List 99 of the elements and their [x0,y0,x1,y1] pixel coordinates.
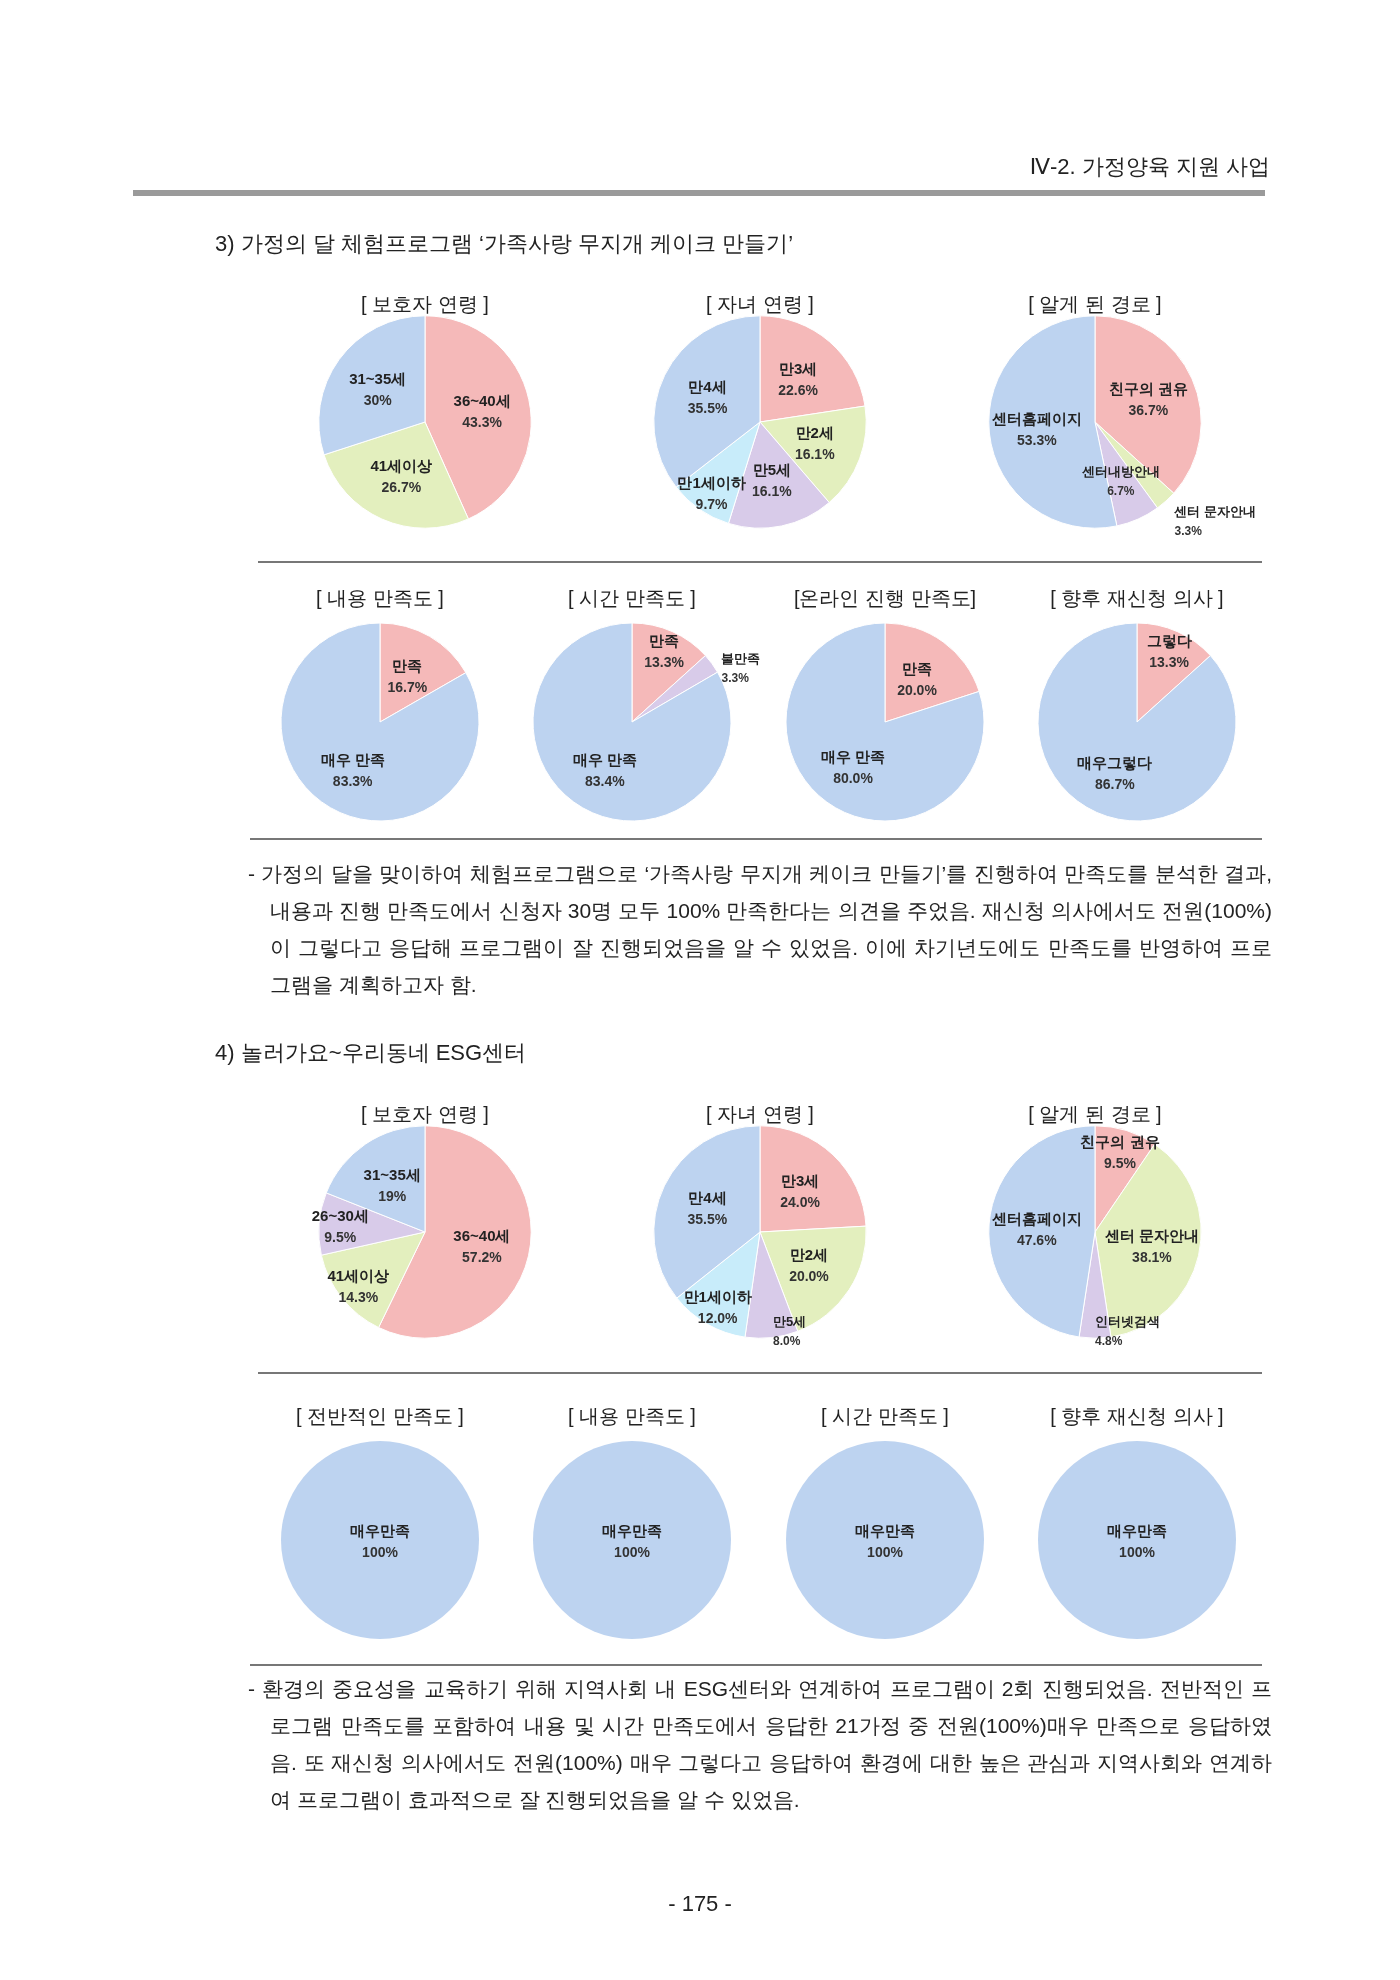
slice-label: 36~40세 [453,1227,511,1245]
data-label: 20.0% [897,681,938,698]
chart-title: [ 보호자 연령 ] [360,292,490,317]
data-label: 100% [614,1544,651,1560]
data-label: 20.0% [789,1267,830,1284]
text: Ⅳ-2. 가정양육 지원 사업 [1028,153,1270,181]
slice-label: 만1세이하 [683,1287,752,1305]
slice-label: 불만족 [721,650,761,666]
data-label: 35.5% [687,1210,728,1227]
data-label: 4.8% [1095,1334,1123,1349]
slice-label: 매우만족 [602,1522,662,1539]
chart-title: [ 알게 된 경로 ] [1027,292,1163,317]
slice-label: 만족 [649,631,680,649]
data-label: 36.7% [1128,402,1169,419]
slice-label: 36~40세 [453,391,511,409]
chart-title: [ 알게 된 경로 ] [1027,1102,1163,1127]
data-label: 13.3% [1149,653,1190,670]
data-label: 9.7% [695,495,729,512]
slice-label: 만4세 [688,1188,727,1206]
slice-label: 센터홈페이지 [991,410,1082,428]
slice-label: 31~35세 [363,1165,421,1183]
data-label: 22.6% [778,381,819,398]
data-label: 35.5% [687,400,728,417]
slice-label: 센터내방안내 [1081,464,1160,480]
slice-label: 만족 [392,656,423,674]
chart-title: [ 자녀 연령 ] [705,1102,815,1127]
slice-label: 매우 만족 [820,748,886,766]
slice-label: 그렇다 [1146,631,1192,649]
data-label: 8.0% [773,1334,801,1349]
pie-slice [785,622,985,822]
data-label: 38.1% [1132,1248,1173,1265]
slice-label: 만2세 [795,424,834,442]
slice-label: 친구의 권유 [1080,1132,1160,1150]
data-label: 9.5% [324,1229,357,1246]
slice-label: 센터 문자안내 [1104,1226,1200,1244]
slice-label: 41세이상 [370,457,433,475]
data-label: 13.3% [644,653,685,670]
text: - 가정의 달을 맞이하여 체험프로그램으로 ‘가족사랑 무지개 케이크 만들기’를 진행하여 만족도를 분석한 결과, 내용과 진행 만족도에서 신청자 30명 모두 100% 만족한다는 의견을 주었음. 재신청 의사에서도 전원(100%)이 그렇다고 응답해 프로그램이 잘 진행되었음을 알 수 있었음. 이에 차기년도에도 만족도를 반영하여 프로그램을 계획하고자 함. [248,861,1272,998]
data-label: 14.3% [338,1288,379,1305]
data-label: 9.5% [1104,1154,1137,1171]
slice-label: 매우 만족 [320,751,385,769]
text: - 환경의 중요성을 교육하기 위해 지역사회 내 ESG센터와 연계하여 프로그램이 2회 진행되었음. 전반적인 프로그램 만족도를 포함하여 내용 및 시간 만족도에서 응답한 21가정 중 전원(100%)매우 만족으로 응답하였음. 또 재신청 의사에서도 전원(100%) 매우 그렇다고 응답하여 환경에 대한 높은 관심과 지역사회와 연계하여 프로그램이 효과적으로 잘 진행되었음을 알 수 있었음. [248,1676,1273,1813]
data-label: 19% [378,1187,407,1204]
pie-slice [280,622,480,822]
pie-slice [1037,622,1237,822]
chart-title: [ 자녀 연령 ] [705,292,815,317]
slice-label: 매우만족 [1107,1522,1167,1539]
chart-title: [ 향후 재신청 의사 ] [1050,587,1224,609]
data-label: 30% [363,391,393,408]
data-label: 83.4% [585,773,626,790]
slice-label: 매우 만족 [572,751,637,769]
data-label: 3.3% [1174,524,1203,539]
chart-title: [ 내용 만족도 ] [568,1405,696,1427]
slice-label: 매우만족 [855,1522,915,1539]
slice-label: 매우만족 [350,1522,410,1539]
slice-label: 만1세이하 [677,473,746,491]
slice-label: 만족 [902,659,932,677]
data-label: 26.7% [381,479,422,496]
text: 4) 놀러가요~우리동네 ESG센터 [215,1039,528,1067]
slice-label: 41세이상 [327,1266,390,1284]
slice-label: 친구의 권유 [1108,380,1188,398]
data-label: 100% [362,1544,399,1560]
chart-title: [ 내용 만족도 ] [316,587,444,609]
chart-title: [온라인 진행 만족도] [793,587,977,609]
data-label: 83.3% [332,773,374,790]
data-label: 24.0% [780,1193,821,1210]
data-label: 16.7% [387,678,428,695]
chart-title: [ 보호자 연령 ] [360,1102,490,1127]
text: 3) 가정의 달 체험프로그램 ‘가족사랑 무지개 케이크 만들기’ [215,230,795,258]
data-label: 12.0% [697,1309,739,1326]
slice-label: 만4세 [688,378,727,396]
slice-label: 만5세 [773,1314,807,1330]
slice-label: 센터 문자안내 [1174,504,1257,520]
slice-label: 센터홈페이지 [991,1209,1082,1227]
data-label: 16.1% [794,446,836,463]
slice-label: 매우그렇다 [1077,753,1153,771]
slice-label: 만3세 [780,1171,820,1189]
data-label: 16.1% [751,483,793,500]
data-label: 80.0% [833,770,874,787]
chart-title: [ 향후 재신청 의사 ] [1050,1405,1224,1427]
data-label: 43.3% [462,413,503,430]
data-label: 47.6% [1016,1231,1058,1248]
slice-label: 31~35세 [349,369,407,387]
slice-label: 만2세 [789,1245,829,1263]
data-label: 3.3% [721,670,750,685]
data-label: 57.2% [462,1249,503,1266]
chart-title: [ 시간 만족도 ] [568,587,696,609]
slice-label: 만3세 [778,359,818,377]
data-label: 6.7% [1107,484,1135,499]
chart-title: [ 시간 만족도 ] [821,1405,949,1427]
data-label: 100% [867,1544,904,1560]
data-label: 53.3% [1017,432,1058,449]
chart-title: [ 전반적인 만족도 ] [296,1405,464,1427]
data-label: 100% [1119,1544,1156,1560]
text: - 175 - [667,1890,733,1918]
slice-label: 만5세 [752,461,792,479]
data-label: 86.7% [1095,775,1136,792]
slice-label: 26~30세 [311,1207,369,1225]
slice-label: 인터넷검색 [1095,1314,1160,1330]
